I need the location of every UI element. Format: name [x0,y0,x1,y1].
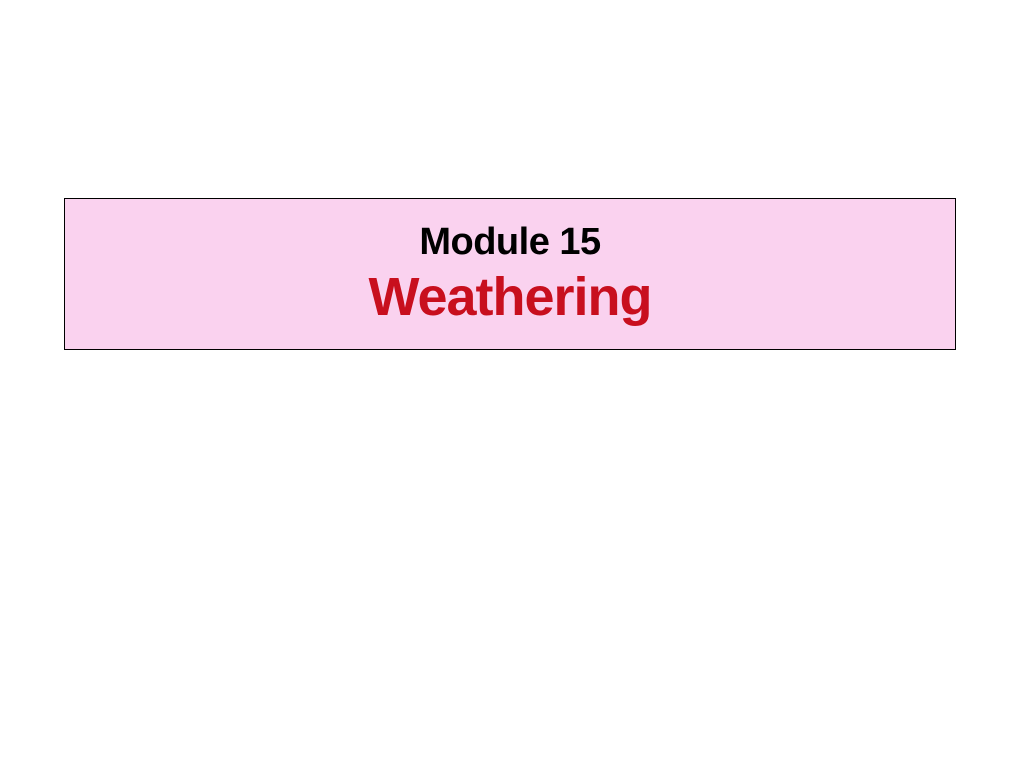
title-box: Module 15 Weathering [64,198,956,350]
module-label: Module 15 [419,221,600,264]
module-title: Weathering [368,266,651,328]
